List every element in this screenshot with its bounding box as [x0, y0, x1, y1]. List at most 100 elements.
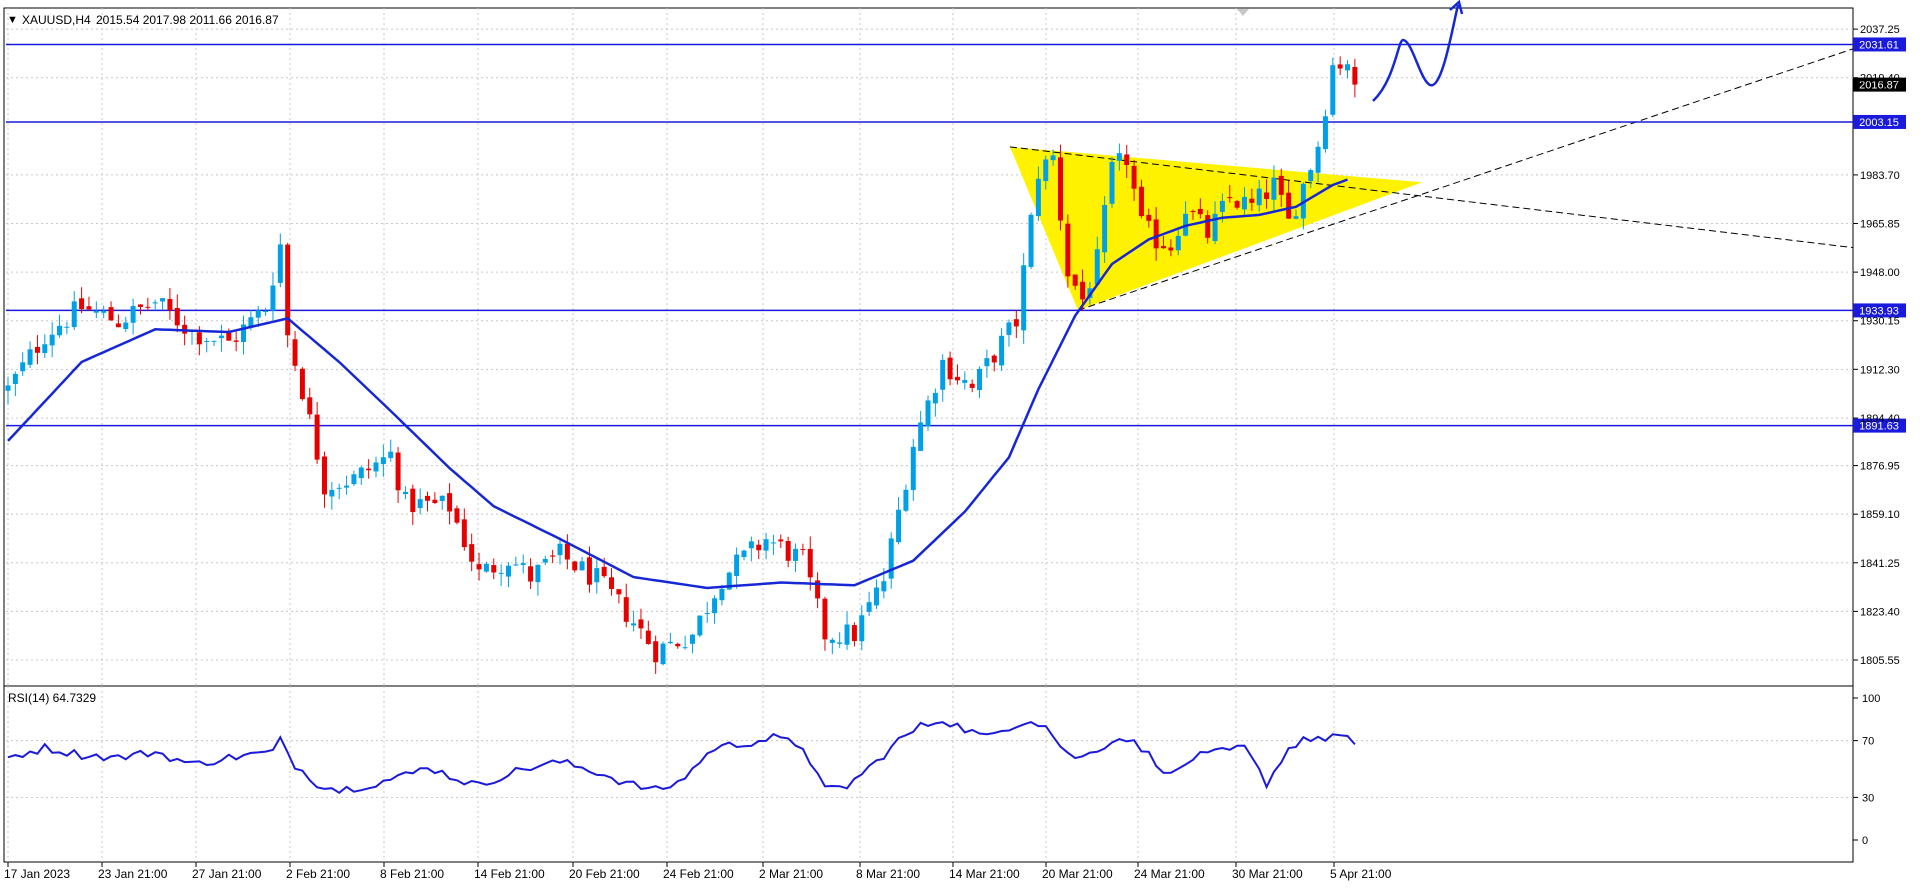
time-tick-label: 23 Jan 21:00: [98, 867, 168, 881]
rsi-tick-label: 30: [1862, 792, 1874, 804]
candle-body: [712, 598, 718, 614]
candle-body: [675, 643, 681, 647]
candle-body: [785, 541, 791, 561]
candle-body: [1256, 188, 1262, 206]
candle-body: [395, 452, 401, 491]
candle-body: [999, 335, 1005, 366]
candle-body: [1345, 64, 1351, 71]
level-price-label-bg: [1853, 418, 1906, 433]
candle-body: [984, 358, 990, 367]
price-tick-label: 2037.25: [1860, 24, 1900, 36]
candle-body: [454, 508, 460, 523]
candle-body: [557, 543, 563, 556]
candle-body: [380, 457, 386, 464]
candle-body: [160, 298, 166, 302]
lower-trendline: [1077, 48, 1854, 311]
candle-body: [1271, 177, 1277, 200]
shift-marker-icon[interactable]: [1237, 9, 1249, 16]
candle-body: [432, 499, 438, 503]
candle-body: [329, 489, 335, 497]
candle-body: [645, 630, 651, 645]
level-price-label: 1933.93: [1859, 305, 1899, 317]
candle-body: [528, 566, 534, 582]
candle-body: [550, 555, 556, 557]
time-tick-label: 14 Feb 21:00: [474, 867, 545, 881]
candle-body: [57, 325, 63, 336]
candle-body: [351, 474, 357, 485]
rsi-indicator: [6, 721, 1853, 798]
price-tick-label: 1805.55: [1860, 655, 1900, 667]
candle-body: [137, 304, 143, 307]
candle-body: [1293, 216, 1299, 219]
candle-body: [307, 397, 313, 415]
symbol-dropdown-icon[interactable]: ▼: [7, 14, 18, 26]
candle-body: [734, 554, 740, 577]
candle-body: [572, 561, 578, 571]
candle-body: [1322, 116, 1328, 150]
candle-body: [859, 615, 865, 642]
time-tick-label: 2 Mar 21:00: [759, 867, 823, 881]
candle-body: [20, 362, 26, 372]
candle-body: [285, 244, 291, 336]
price-tick-label: 1859.10: [1860, 509, 1900, 521]
candle-body: [373, 462, 379, 472]
candle-body: [1065, 223, 1071, 277]
candle-body: [888, 538, 894, 579]
candle-body: [513, 564, 519, 566]
candle-body: [358, 467, 364, 479]
candle-body: [1138, 186, 1144, 217]
candle-body: [822, 598, 828, 640]
candle-body: [1153, 219, 1159, 249]
candle-body: [616, 589, 622, 595]
candle-body: [292, 339, 298, 366]
candle-body: [1264, 192, 1270, 200]
candle-body: [196, 332, 202, 345]
candle-body: [682, 647, 688, 649]
candle-body: [1168, 247, 1174, 251]
time-tick-label: 20 Feb 21:00: [569, 867, 640, 881]
time-tick-label: 27 Jan 21:00: [192, 867, 262, 881]
candle-body: [962, 379, 968, 383]
candle-body: [34, 346, 40, 353]
trendlines: [1009, 48, 1854, 311]
candle-body: [1050, 155, 1056, 161]
price-tick-label: 1894.40: [1860, 413, 1900, 425]
candle-body: [1212, 213, 1218, 241]
time-tick-label: 30 Mar 21:00: [1232, 867, 1303, 881]
candle-body: [233, 340, 239, 342]
candle-body: [851, 625, 857, 642]
arrowhead-icon: [1449, 0, 1464, 15]
rsi-line: [7, 721, 1356, 795]
candle-body: [388, 451, 394, 459]
candle-body: [417, 499, 423, 509]
candle-body: [115, 323, 121, 328]
time-tick-label: 14 Mar 21:00: [949, 867, 1020, 881]
rsi-label: RSI(14) 64.7329: [8, 691, 96, 705]
candle-body: [896, 509, 902, 543]
candle-body: [741, 550, 747, 558]
candle-body: [108, 307, 114, 321]
level-price-label-bg: [1853, 303, 1906, 318]
price-tick-label: 1876.95: [1860, 461, 1900, 473]
candle-body: [1337, 64, 1343, 69]
candle-body: [807, 548, 813, 578]
candle-body: [520, 563, 526, 565]
candle-body: [881, 581, 887, 592]
candle-body: [248, 317, 254, 328]
time-tick-label: 5 Apr 21:00: [1330, 867, 1392, 881]
candle-body: [64, 326, 70, 328]
candle-body: [461, 519, 467, 548]
price-tick-label: 1912.30: [1860, 364, 1900, 376]
candle-body: [314, 414, 320, 460]
candle-body: [1352, 66, 1358, 85]
price-tick-label: 1930.15: [1860, 316, 1900, 328]
candle-body: [837, 642, 843, 644]
candle-body: [631, 623, 637, 626]
candle-body: [439, 495, 445, 501]
candle-body: [1109, 161, 1115, 204]
candlesticks: [5, 56, 1358, 674]
current-price-label-bg: [1853, 77, 1906, 92]
candle-body: [1197, 208, 1203, 215]
